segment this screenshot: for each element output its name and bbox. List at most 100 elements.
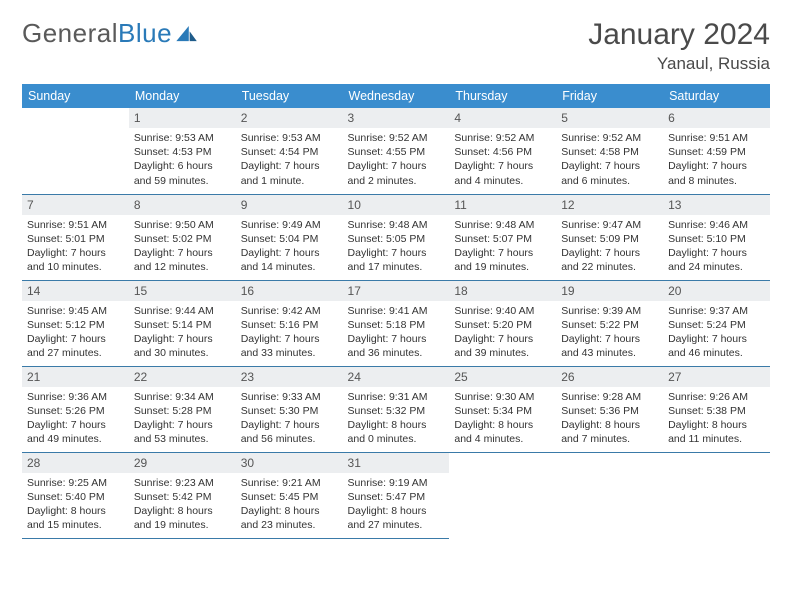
day-number: 24 xyxy=(343,367,450,387)
calendar-row: 1Sunrise: 9:53 AMSunset: 4:53 PMDaylight… xyxy=(22,108,770,194)
day-number: 10 xyxy=(343,195,450,215)
day-details: Sunrise: 9:50 AMSunset: 5:02 PMDaylight:… xyxy=(129,215,236,279)
day-details: Sunrise: 9:52 AMSunset: 4:58 PMDaylight:… xyxy=(556,128,663,192)
day-number: 1 xyxy=(129,108,236,128)
day-number: 15 xyxy=(129,281,236,301)
day-details: Sunrise: 9:51 AMSunset: 5:01 PMDaylight:… xyxy=(22,215,129,279)
day-number: 22 xyxy=(129,367,236,387)
day-details: Sunrise: 9:40 AMSunset: 5:20 PMDaylight:… xyxy=(449,301,556,365)
day-details: Sunrise: 9:33 AMSunset: 5:30 PMDaylight:… xyxy=(236,387,343,451)
calendar-cell: 22Sunrise: 9:34 AMSunset: 5:28 PMDayligh… xyxy=(129,366,236,452)
day-number: 13 xyxy=(663,195,770,215)
day-number: 25 xyxy=(449,367,556,387)
day-details: Sunrise: 9:52 AMSunset: 4:55 PMDaylight:… xyxy=(343,128,450,192)
day-details: Sunrise: 9:49 AMSunset: 5:04 PMDaylight:… xyxy=(236,215,343,279)
calendar-cell: 2Sunrise: 9:53 AMSunset: 4:54 PMDaylight… xyxy=(236,108,343,194)
calendar-row: 7Sunrise: 9:51 AMSunset: 5:01 PMDaylight… xyxy=(22,194,770,280)
day-number: 8 xyxy=(129,195,236,215)
day-number: 16 xyxy=(236,281,343,301)
day-number: 21 xyxy=(22,367,129,387)
calendar-cell: 30Sunrise: 9:21 AMSunset: 5:45 PMDayligh… xyxy=(236,452,343,538)
day-number: 28 xyxy=(22,453,129,473)
calendar-cell: 3Sunrise: 9:52 AMSunset: 4:55 PMDaylight… xyxy=(343,108,450,194)
day-number: 2 xyxy=(236,108,343,128)
weekday-header: Wednesday xyxy=(343,84,450,108)
calendar-cell: 20Sunrise: 9:37 AMSunset: 5:24 PMDayligh… xyxy=(663,280,770,366)
weekday-header: Sunday xyxy=(22,84,129,108)
calendar-cell: 25Sunrise: 9:30 AMSunset: 5:34 PMDayligh… xyxy=(449,366,556,452)
calendar-cell: 17Sunrise: 9:41 AMSunset: 5:18 PMDayligh… xyxy=(343,280,450,366)
calendar-cell: 26Sunrise: 9:28 AMSunset: 5:36 PMDayligh… xyxy=(556,366,663,452)
day-number: 17 xyxy=(343,281,450,301)
calendar-cell: 11Sunrise: 9:48 AMSunset: 5:07 PMDayligh… xyxy=(449,194,556,280)
calendar-row: 28Sunrise: 9:25 AMSunset: 5:40 PMDayligh… xyxy=(22,452,770,538)
calendar-cell: 18Sunrise: 9:40 AMSunset: 5:20 PMDayligh… xyxy=(449,280,556,366)
calendar-cell xyxy=(449,452,556,538)
day-number: 6 xyxy=(663,108,770,128)
day-number: 19 xyxy=(556,281,663,301)
day-number: 27 xyxy=(663,367,770,387)
calendar-cell: 15Sunrise: 9:44 AMSunset: 5:14 PMDayligh… xyxy=(129,280,236,366)
day-number xyxy=(556,453,663,473)
day-number xyxy=(449,453,556,473)
day-number: 5 xyxy=(556,108,663,128)
day-details: Sunrise: 9:37 AMSunset: 5:24 PMDaylight:… xyxy=(663,301,770,365)
day-number: 12 xyxy=(556,195,663,215)
day-details: Sunrise: 9:26 AMSunset: 5:38 PMDaylight:… xyxy=(663,387,770,451)
calendar-cell: 23Sunrise: 9:33 AMSunset: 5:30 PMDayligh… xyxy=(236,366,343,452)
calendar-cell xyxy=(22,108,129,194)
day-details: Sunrise: 9:23 AMSunset: 5:42 PMDaylight:… xyxy=(129,473,236,537)
day-details: Sunrise: 9:28 AMSunset: 5:36 PMDaylight:… xyxy=(556,387,663,451)
day-number xyxy=(663,453,770,473)
month-title: January 2024 xyxy=(588,18,770,52)
calendar-cell: 12Sunrise: 9:47 AMSunset: 5:09 PMDayligh… xyxy=(556,194,663,280)
day-number: 14 xyxy=(22,281,129,301)
calendar-row: 14Sunrise: 9:45 AMSunset: 5:12 PMDayligh… xyxy=(22,280,770,366)
weekday-header: Saturday xyxy=(663,84,770,108)
calendar-cell: 1Sunrise: 9:53 AMSunset: 4:53 PMDaylight… xyxy=(129,108,236,194)
day-details: Sunrise: 9:53 AMSunset: 4:54 PMDaylight:… xyxy=(236,128,343,192)
day-details: Sunrise: 9:25 AMSunset: 5:40 PMDaylight:… xyxy=(22,473,129,537)
weekday-header: Monday xyxy=(129,84,236,108)
calendar-cell: 31Sunrise: 9:19 AMSunset: 5:47 PMDayligh… xyxy=(343,452,450,538)
day-details: Sunrise: 9:46 AMSunset: 5:10 PMDaylight:… xyxy=(663,215,770,279)
day-number: 4 xyxy=(449,108,556,128)
calendar-cell: 29Sunrise: 9:23 AMSunset: 5:42 PMDayligh… xyxy=(129,452,236,538)
day-number: 9 xyxy=(236,195,343,215)
day-details: Sunrise: 9:42 AMSunset: 5:16 PMDaylight:… xyxy=(236,301,343,365)
day-details: Sunrise: 9:44 AMSunset: 5:14 PMDaylight:… xyxy=(129,301,236,365)
logo: GeneralBlue xyxy=(22,18,198,49)
calendar-body: 1Sunrise: 9:53 AMSunset: 4:53 PMDaylight… xyxy=(22,108,770,538)
day-number xyxy=(22,108,129,128)
calendar-cell xyxy=(556,452,663,538)
logo-word-2: Blue xyxy=(118,18,172,48)
calendar-table: Sunday Monday Tuesday Wednesday Thursday… xyxy=(22,84,770,539)
day-number: 30 xyxy=(236,453,343,473)
day-number: 3 xyxy=(343,108,450,128)
calendar-cell xyxy=(663,452,770,538)
logo-text: GeneralBlue xyxy=(22,18,172,49)
day-number: 31 xyxy=(343,453,450,473)
calendar-cell: 9Sunrise: 9:49 AMSunset: 5:04 PMDaylight… xyxy=(236,194,343,280)
calendar-cell: 28Sunrise: 9:25 AMSunset: 5:40 PMDayligh… xyxy=(22,452,129,538)
day-number: 18 xyxy=(449,281,556,301)
weekday-header: Friday xyxy=(556,84,663,108)
calendar-cell: 19Sunrise: 9:39 AMSunset: 5:22 PMDayligh… xyxy=(556,280,663,366)
calendar-head: Sunday Monday Tuesday Wednesday Thursday… xyxy=(22,84,770,108)
day-number: 29 xyxy=(129,453,236,473)
calendar-cell: 21Sunrise: 9:36 AMSunset: 5:26 PMDayligh… xyxy=(22,366,129,452)
day-number: 11 xyxy=(449,195,556,215)
calendar-cell: 16Sunrise: 9:42 AMSunset: 5:16 PMDayligh… xyxy=(236,280,343,366)
calendar-cell: 14Sunrise: 9:45 AMSunset: 5:12 PMDayligh… xyxy=(22,280,129,366)
day-details: Sunrise: 9:21 AMSunset: 5:45 PMDaylight:… xyxy=(236,473,343,537)
day-details: Sunrise: 9:41 AMSunset: 5:18 PMDaylight:… xyxy=(343,301,450,365)
day-number: 7 xyxy=(22,195,129,215)
location: Yanaul, Russia xyxy=(588,54,770,74)
calendar-cell: 8Sunrise: 9:50 AMSunset: 5:02 PMDaylight… xyxy=(129,194,236,280)
logo-word-1: General xyxy=(22,18,118,48)
weekday-header: Tuesday xyxy=(236,84,343,108)
day-details: Sunrise: 9:48 AMSunset: 5:05 PMDaylight:… xyxy=(343,215,450,279)
calendar-row: 21Sunrise: 9:36 AMSunset: 5:26 PMDayligh… xyxy=(22,366,770,452)
logo-sail-icon xyxy=(176,26,198,42)
day-details: Sunrise: 9:52 AMSunset: 4:56 PMDaylight:… xyxy=(449,128,556,192)
